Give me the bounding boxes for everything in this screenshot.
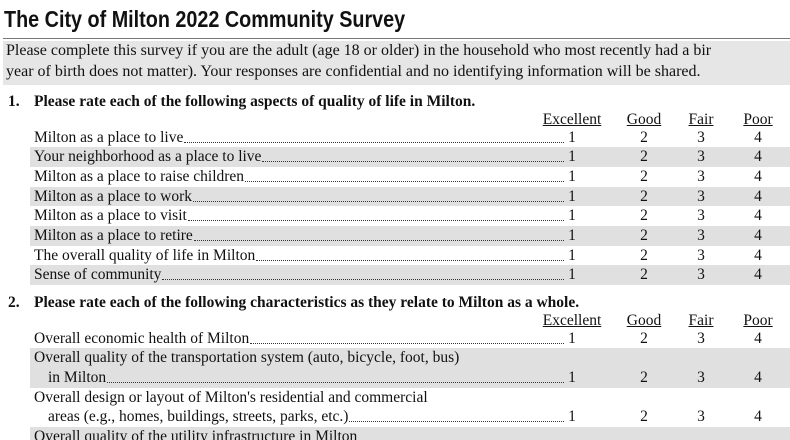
item-label: Overall design or layout of Milton's res… [34, 388, 428, 406]
response-code: 2 [640, 167, 648, 185]
response-code: 4 [754, 227, 762, 244]
dot-leader [107, 380, 564, 383]
response-code: 3 [697, 329, 705, 347]
response-code: 4 [754, 408, 762, 426]
response-code: 4 [754, 187, 762, 205]
response-code: 3 [697, 148, 705, 166]
response-code: 2 [640, 207, 648, 225]
dot-leader [245, 179, 564, 182]
response-code: 1 [568, 246, 576, 264]
response-code: 1 [568, 266, 576, 284]
survey-title: The City of Milton 2022 Community Survey [4, 6, 406, 32]
intro-box: Please complete this survey if you are t… [3, 41, 790, 85]
response-code: 2 [640, 246, 648, 264]
item-label: areas (e.g., homes, buildings, streets, … [48, 408, 349, 426]
row-shading [30, 348, 790, 388]
question-text: Please rate each of the following charac… [34, 294, 580, 312]
question-number: 1. [8, 93, 20, 110]
response-code: 4 [754, 128, 762, 146]
row-shading [30, 427, 790, 440]
item-label: Overall quality of the utility infrastru… [34, 428, 358, 440]
response-code: 1 [568, 227, 576, 244]
dot-leader [256, 258, 564, 261]
item-label: Milton as a place to raise children [34, 167, 245, 185]
item-label: Overall quality of the transportation sy… [34, 349, 460, 367]
question-number: 2. [8, 294, 20, 312]
column-header: Poor [743, 312, 773, 330]
intro-line: Please complete this survey if you are t… [6, 42, 712, 59]
column-header: Excellent [542, 111, 602, 128]
response-code: 3 [697, 246, 705, 264]
item-label: Sense of community [34, 266, 162, 284]
response-code: 2 [640, 128, 648, 146]
dot-leader [349, 419, 564, 423]
response-code: 4 [754, 148, 762, 166]
response-code: 2 [640, 266, 648, 284]
response-code: 1 [568, 148, 576, 166]
response-code: 3 [697, 207, 705, 225]
response-code: 2 [640, 187, 648, 205]
response-code: 1 [568, 167, 576, 185]
item-label: in Milton [48, 369, 107, 386]
response-code: 4 [754, 207, 762, 225]
dot-leader [188, 218, 564, 222]
response-code: 4 [754, 329, 762, 347]
column-header: Excellent [542, 312, 602, 330]
response-code: 2 [640, 329, 648, 347]
response-code: 2 [640, 408, 648, 426]
column-header: Poor [743, 111, 773, 128]
response-code: 4 [754, 167, 762, 185]
response-code: 1 [568, 187, 576, 205]
item-label: The overall quality of life in Milton [34, 246, 256, 264]
response-code: 3 [697, 227, 705, 244]
response-code: 1 [568, 369, 576, 386]
response-code: 3 [697, 128, 705, 146]
column-header: Good [626, 111, 662, 128]
response-code: 4 [754, 369, 762, 386]
item-label: Milton as a place to work [34, 187, 192, 205]
item-label: Milton as a place to live [34, 128, 184, 146]
dot-leader [193, 199, 564, 202]
intro-line: year of birth does not matter). Your res… [6, 63, 701, 80]
response-code: 1 [568, 329, 576, 347]
item-label: Overall economic health of Milton [34, 329, 250, 347]
item-label: Milton as a place to visit [34, 207, 187, 225]
item-label: Milton as a place to retire [34, 227, 193, 244]
response-code: 2 [640, 369, 648, 386]
response-code: 4 [754, 266, 762, 284]
response-code: 2 [640, 227, 648, 244]
title-rule [3, 38, 790, 39]
column-header: Fair [688, 111, 714, 128]
question-text: Please rate each of the following aspect… [34, 93, 476, 110]
response-code: 3 [697, 369, 705, 386]
item-label: Your neighborhood as a place to live [34, 148, 262, 166]
response-code: 3 [697, 266, 705, 284]
dot-leader [194, 238, 564, 241]
response-code: 1 [568, 128, 576, 146]
dot-leader [184, 140, 564, 143]
dot-leader [162, 277, 564, 281]
response-code: 3 [697, 167, 705, 185]
response-code: 3 [697, 408, 705, 426]
response-code: 1 [568, 207, 576, 225]
response-code: 3 [697, 187, 705, 205]
dot-leader [250, 341, 564, 344]
column-header: Good [626, 312, 662, 330]
dot-leader [262, 159, 564, 163]
response-code: 2 [640, 148, 648, 166]
column-header: Fair [688, 312, 714, 330]
response-code: 1 [568, 408, 576, 426]
response-code: 4 [754, 246, 762, 264]
row-shading [30, 147, 790, 167]
